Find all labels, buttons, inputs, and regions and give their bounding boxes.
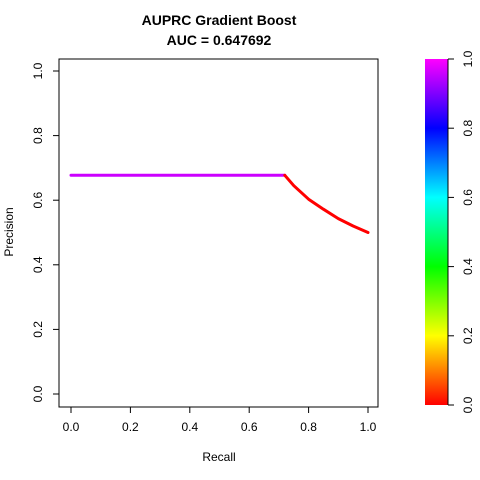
- series-line: [283, 173, 370, 234]
- chart-title: AUPRC Gradient Boost: [142, 12, 297, 28]
- y-tick-label: 0.0: [31, 385, 45, 402]
- x-tick-label: 0.0: [63, 420, 80, 434]
- colorbar-tick-label: 0.4: [461, 258, 475, 275]
- colorbar-axis: 0.0 0.2 0.4 0.6 0.8 1.0: [447, 50, 475, 413]
- x-tick-label: 0.8: [300, 420, 317, 434]
- chart-subtitle: AUC = 0.647692: [167, 32, 272, 48]
- colorbar-tick-label: 1.0: [461, 50, 475, 67]
- colorbar: [425, 59, 448, 405]
- x-axis: 0.0 0.2 0.4 0.6 0.8 1.0: [63, 407, 377, 434]
- y-tick-label: 0.8: [31, 127, 45, 144]
- y-tick-label: 0.6: [31, 192, 45, 209]
- x-axis-label: Recall: [202, 450, 235, 464]
- colorbar-tick-label: 0.8: [461, 120, 475, 137]
- x-tick-label: 0.4: [181, 420, 198, 434]
- y-tick-label: 0.2: [31, 321, 45, 338]
- colorbar-tick-label: 0.2: [461, 327, 475, 344]
- x-tick-label: 1.0: [360, 420, 377, 434]
- x-tick-label: 0.6: [241, 420, 258, 434]
- y-axis-label: Precision: [2, 207, 16, 256]
- y-tick-label: 0.4: [31, 256, 45, 273]
- plot-frame: [58, 58, 379, 408]
- y-tick-label: 1.0: [31, 62, 45, 79]
- colorbar-tick-label: 0.6: [461, 189, 475, 206]
- series-layer: [69, 173, 370, 234]
- y-axis: 0.0 0.2 0.4 0.6 0.8 1.0: [31, 62, 59, 402]
- colorbar-tick-label: 0.0: [461, 396, 475, 413]
- x-tick-label: 0.2: [122, 420, 139, 434]
